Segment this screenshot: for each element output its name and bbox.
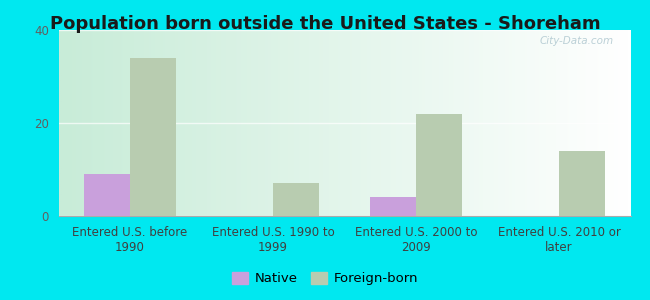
Bar — [130, 58, 176, 216]
Text: City-Data.com: City-Data.com — [540, 36, 614, 46]
Bar — [84, 174, 130, 216]
Bar — [273, 183, 318, 216]
Bar — [370, 197, 416, 216]
Bar — [416, 114, 462, 216]
Bar — [559, 151, 604, 216]
Legend: Native, Foreign-born: Native, Foreign-born — [227, 266, 423, 290]
Text: Population born outside the United States - Shoreham: Population born outside the United State… — [49, 15, 601, 33]
